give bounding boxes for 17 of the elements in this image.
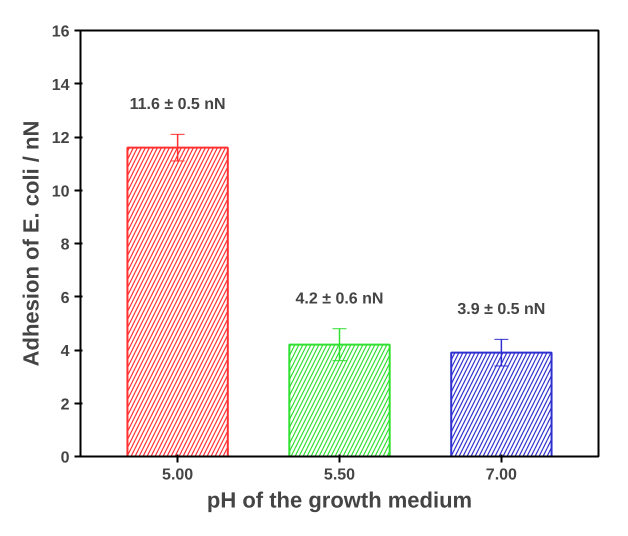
y-tick-label: 10 [52,183,70,200]
y-tick-label: 14 [52,76,70,94]
y-tick-label: 8 [60,236,70,254]
y-tick-label: 12 [52,130,70,147]
y-axis-title: Adhesion of E. coli / nN [18,120,44,366]
y-tick-label: 2 [60,396,70,414]
data-label: 11.6 ± 0.5 nN [130,96,226,114]
x-tick-label: 5.00 [162,466,194,484]
y-tick-label: 16 [52,24,70,40]
y-tick-label: 4 [60,343,70,360]
x-tick-label: 5.50 [324,466,356,484]
x-axis-title: pH of the growth medium [206,488,472,512]
data-label: 3.9 ± 0.5 nN [457,301,546,318]
y-tick-label: 0 [60,450,70,466]
y-tick-label: 6 [60,290,70,307]
x-tick-label: 7.00 [486,466,518,484]
data-label: 4.2 ± 0.6 nN [296,290,384,308]
